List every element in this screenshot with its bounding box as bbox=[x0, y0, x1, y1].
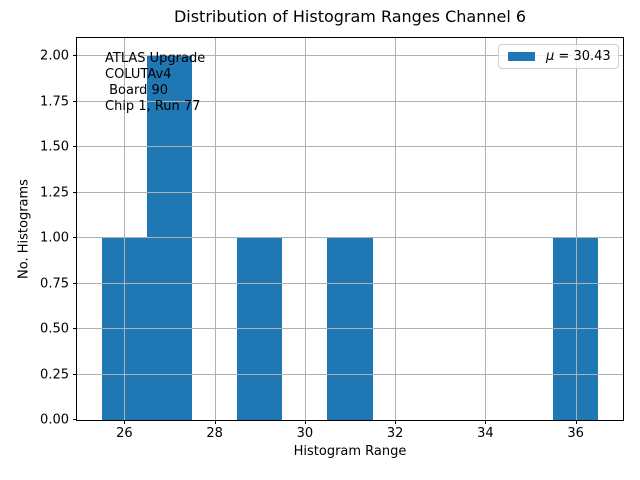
y-axis-label: No. Histograms bbox=[16, 179, 32, 279]
legend: μ = 30.43 bbox=[498, 44, 619, 69]
x-tick-label: 26 bbox=[116, 426, 133, 441]
x-tick-label: 28 bbox=[206, 426, 223, 441]
y-tick-mark bbox=[73, 328, 77, 330]
x-tick-mark bbox=[485, 420, 487, 424]
x-axis-label: Histogram Range bbox=[293, 444, 407, 459]
x-tick-mark bbox=[304, 420, 306, 424]
x-gridline bbox=[485, 38, 487, 420]
y-tick-mark bbox=[73, 419, 77, 420]
y-tick-mark bbox=[73, 55, 77, 57]
y-tick-label: 0.25 bbox=[40, 367, 69, 383]
x-tick-label: 30 bbox=[296, 426, 314, 441]
y-tick-label: 0.00 bbox=[40, 412, 69, 428]
y-tick-label: 0.75 bbox=[40, 276, 69, 292]
y-tick-label: 1.75 bbox=[40, 94, 69, 110]
y-tick-label: 1.00 bbox=[40, 230, 69, 246]
x-gridline bbox=[214, 38, 216, 420]
y-tick-label: 1.50 bbox=[40, 139, 69, 155]
x-tick-mark bbox=[124, 420, 126, 424]
y-gridline bbox=[77, 100, 623, 102]
y-gridline bbox=[77, 373, 623, 375]
y-tick-mark bbox=[73, 373, 77, 375]
y-tick-label: 0.50 bbox=[40, 321, 69, 337]
y-tick-label: 2.00 bbox=[40, 48, 69, 64]
legend-mean-value: = 30.43 bbox=[554, 49, 611, 64]
x-tick-mark bbox=[575, 420, 577, 424]
chart-title: Distribution of Histogram Ranges Channel… bbox=[173, 7, 527, 26]
x-gridline bbox=[124, 38, 126, 420]
plot-area: ATLAS Upgrade COLUTAv4 Board 90 Chip 1, … bbox=[40, 37, 624, 441]
y-tick-mark bbox=[73, 146, 77, 148]
y-tick-mark bbox=[73, 282, 77, 284]
y-gridline bbox=[77, 237, 623, 239]
y-tick-mark bbox=[73, 191, 77, 193]
y-gridline bbox=[77, 328, 623, 330]
y-tick-mark bbox=[73, 237, 77, 239]
y-tick-label: 1.25 bbox=[40, 185, 69, 201]
y-gridline bbox=[77, 55, 623, 57]
y-gridline bbox=[77, 282, 623, 284]
x-gridline bbox=[304, 38, 306, 420]
y-tick-mark bbox=[73, 100, 77, 102]
x-tick-label: 34 bbox=[477, 426, 494, 441]
y-gridline bbox=[77, 146, 623, 148]
legend-mu-symbol: μ bbox=[546, 49, 555, 64]
legend-swatch-icon bbox=[508, 52, 535, 61]
x-tick-label: 32 bbox=[386, 426, 404, 441]
x-tick-label: 36 bbox=[567, 426, 584, 441]
x-tick-mark bbox=[395, 420, 397, 424]
annotation-text: ATLAS Upgrade COLUTAv4 Board 90 Chip 1, … bbox=[105, 51, 206, 114]
x-gridline bbox=[575, 38, 577, 420]
legend-label: μ = 30.43 bbox=[546, 49, 611, 64]
x-tick-mark bbox=[214, 420, 216, 424]
y-gridline bbox=[77, 191, 623, 193]
x-gridline bbox=[395, 38, 397, 420]
